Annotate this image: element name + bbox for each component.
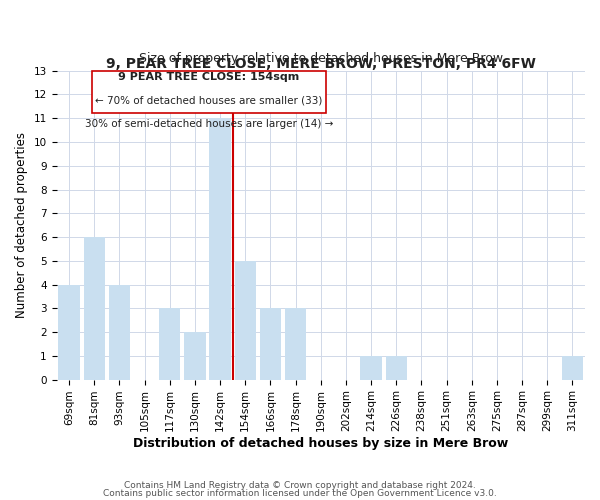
Bar [209, 118, 231, 380]
Bar [109, 284, 130, 380]
Bar [260, 308, 281, 380]
Bar [386, 356, 407, 380]
FancyBboxPatch shape [92, 70, 326, 114]
Bar [562, 356, 583, 380]
Bar [235, 261, 256, 380]
X-axis label: Distribution of detached houses by size in Mere Brow: Distribution of detached houses by size … [133, 437, 508, 450]
Bar [361, 356, 382, 380]
Bar [58, 284, 80, 380]
Text: Size of property relative to detached houses in Mere Brow: Size of property relative to detached ho… [139, 52, 503, 64]
Title: 9, PEAR TREE CLOSE, MERE BROW, PRESTON, PR4 6FW: 9, PEAR TREE CLOSE, MERE BROW, PRESTON, … [106, 56, 536, 70]
Bar [83, 237, 105, 380]
Bar [285, 308, 306, 380]
Bar [184, 332, 206, 380]
Text: Contains HM Land Registry data © Crown copyright and database right 2024.: Contains HM Land Registry data © Crown c… [124, 481, 476, 490]
Bar [159, 308, 181, 380]
Text: 9 PEAR TREE CLOSE: 154sqm: 9 PEAR TREE CLOSE: 154sqm [118, 72, 299, 82]
Text: ← 70% of detached houses are smaller (33): ← 70% of detached houses are smaller (33… [95, 96, 322, 106]
Y-axis label: Number of detached properties: Number of detached properties [15, 132, 28, 318]
Text: Contains public sector information licensed under the Open Government Licence v3: Contains public sector information licen… [103, 488, 497, 498]
Text: 30% of semi-detached houses are larger (14) →: 30% of semi-detached houses are larger (… [85, 118, 333, 128]
